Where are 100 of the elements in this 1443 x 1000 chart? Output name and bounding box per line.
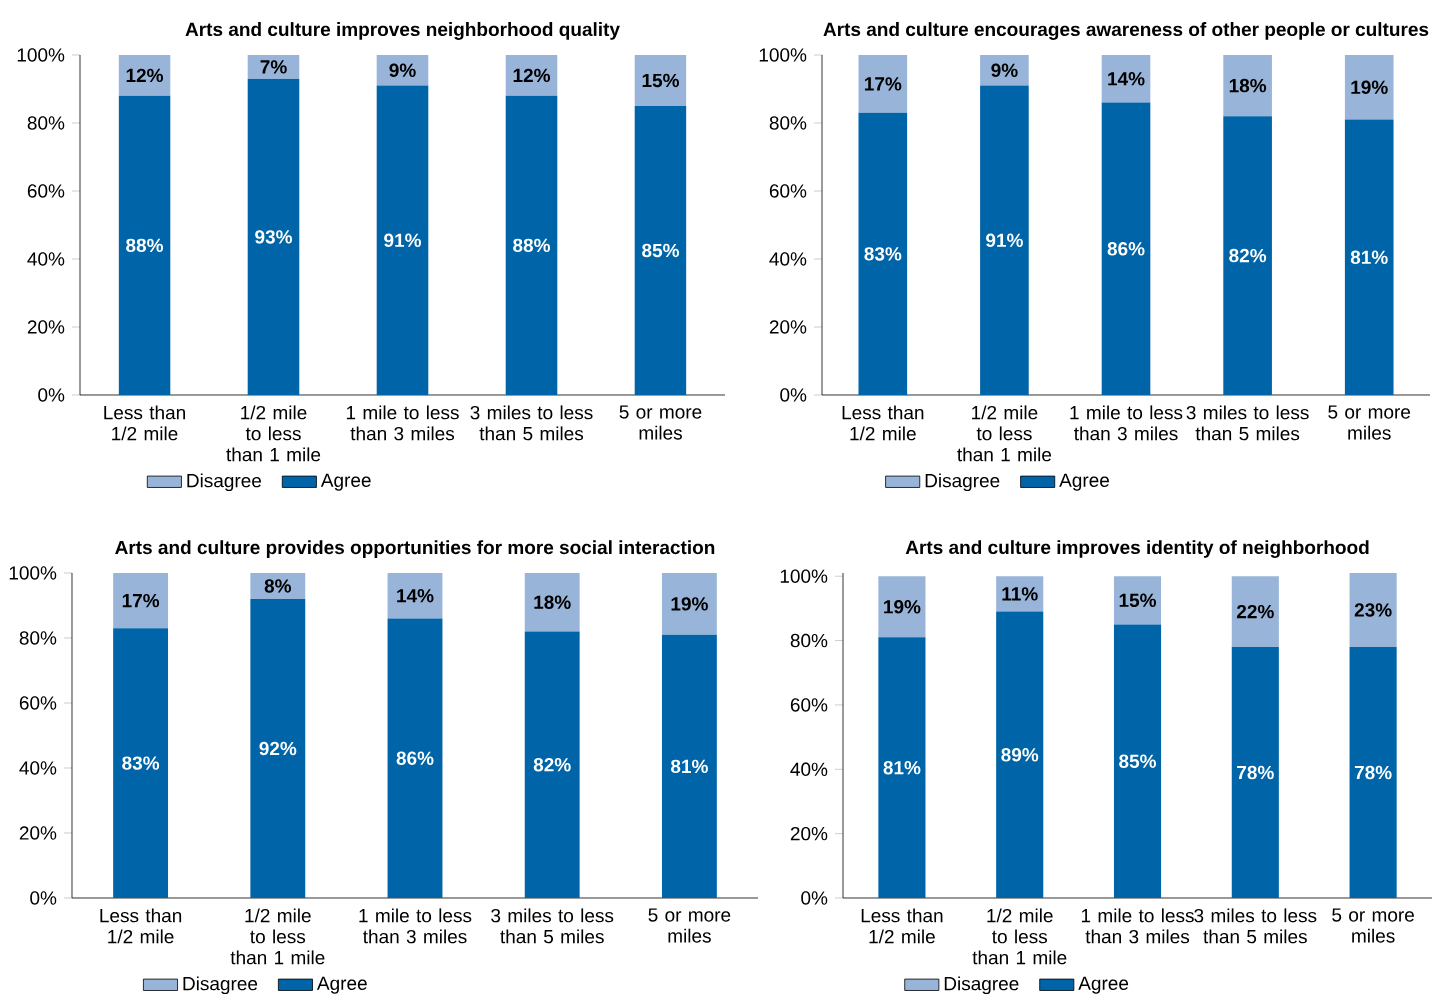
legend-label: Disagree: [925, 473, 1000, 492]
data-label: 17%: [122, 593, 160, 608]
data-label: 86%: [1107, 242, 1145, 256]
x-tick-label: 1 mile to less than 3 miles: [346, 405, 459, 441]
x-tick-label: 3 miles to less than 5 miles: [491, 908, 614, 944]
data-label: 83%: [122, 756, 160, 770]
data-label: 91%: [986, 233, 1023, 248]
bar: [524, 572, 580, 632]
bar: [858, 112, 908, 395]
y-tick-label: 80%: [27, 116, 65, 130]
y-tick-label: 40%: [790, 762, 828, 777]
data-label: 12%: [126, 68, 164, 83]
legend-label: Disagree: [183, 976, 258, 995]
y-tick-label: 40%: [27, 252, 65, 266]
bar: [1101, 102, 1151, 395]
x-tick-label: 5 or more miles: [619, 405, 702, 440]
bar: [524, 631, 580, 898]
data-label: 86%: [396, 751, 434, 765]
data-label: 22%: [1236, 604, 1274, 619]
x-tick-label: 1 mile to less than 3 miles: [1070, 405, 1183, 441]
bar: [661, 572, 717, 635]
bar: [1349, 572, 1397, 648]
bar: [878, 576, 926, 638]
bar: [1349, 647, 1397, 898]
bar: [996, 576, 1044, 612]
x-tick-label: 3 miles to less than 5 miles: [470, 405, 593, 441]
bar: [996, 611, 1044, 898]
data-label: 82%: [1229, 248, 1267, 263]
y-tick-label: 0%: [38, 388, 65, 402]
y-tick-label: 80%: [769, 116, 807, 130]
data-label: 15%: [1119, 593, 1157, 608]
data-label: 78%: [1237, 765, 1274, 780]
data-label: 9%: [991, 63, 1018, 78]
y-tick-label: 60%: [27, 184, 65, 198]
y-tick-label: 0%: [801, 891, 828, 905]
x-tick-label: Less than 1/2 mile: [861, 908, 943, 944]
data-label: 85%: [642, 243, 680, 258]
data-label: 8%: [264, 579, 292, 593]
data-label: 11%: [1002, 587, 1038, 601]
data-label: 9%: [389, 63, 416, 78]
bar: [980, 54, 1029, 86]
bar: [1231, 576, 1279, 648]
data-label: 85%: [1119, 754, 1157, 768]
data-label: 12%: [513, 68, 551, 83]
y-tick-label: 80%: [790, 633, 828, 648]
data-label: 81%: [670, 759, 708, 774]
data-label: 17%: [864, 77, 902, 91]
bar: [1231, 647, 1279, 898]
x-tick-label: 5 or more miles: [1332, 908, 1414, 943]
bar: [980, 85, 1029, 395]
y-tick-label: 0%: [780, 388, 807, 402]
data-label: 23%: [1354, 603, 1392, 617]
bar: [113, 572, 169, 629]
x-tick-label: 1/2 mile to less than 1 mile: [226, 405, 321, 462]
legend-label: Agree: [316, 976, 367, 994]
x-tick-label: 1/2 mile to less than 1 mile: [230, 908, 325, 965]
bar: [634, 54, 687, 106]
x-tick-label: 1 mile to less than 3 miles: [359, 908, 472, 944]
data-label: 88%: [126, 238, 164, 253]
data-label: 81%: [883, 760, 921, 775]
bar: [250, 598, 306, 898]
data-label: 92%: [259, 741, 297, 756]
bar: [505, 95, 558, 395]
y-tick-label: 100%: [759, 48, 807, 62]
y-tick-label: 80%: [19, 631, 57, 645]
y-tick-label: 20%: [19, 826, 57, 840]
chart-title: Arts and culture provides opportunities for more social interaction: [115, 540, 715, 558]
bar: [387, 618, 443, 898]
bar: [1344, 119, 1394, 395]
x-tick-label: 1 mile to less than 3 miles: [1081, 908, 1194, 944]
data-label: 18%: [534, 595, 571, 609]
bar: [118, 95, 171, 395]
x-tick-label: 1/2 mile to less than 1 mile: [972, 908, 1067, 965]
chart-title: Arts and culture encourages awareness of other people or cultures: [823, 22, 1429, 40]
y-tick-label: 60%: [769, 184, 807, 198]
x-tick-label: 5 or more miles: [1328, 405, 1411, 440]
y-tick-label: 40%: [769, 252, 807, 266]
data-label: 93%: [255, 230, 293, 244]
data-label: 18%: [1229, 78, 1267, 93]
data-label: 14%: [397, 589, 434, 603]
x-tick-label: 5 or more miles: [648, 908, 731, 943]
x-tick-label: 3 miles to less than 5 miles: [1194, 908, 1317, 944]
data-label: 19%: [884, 600, 921, 614]
bar: [1223, 54, 1272, 117]
bar: [878, 637, 926, 898]
y-tick-label: 20%: [27, 320, 65, 334]
x-tick-label: 3 miles to less than 5 miles: [1186, 405, 1309, 441]
legend-label: Disagree: [187, 473, 262, 492]
y-tick-label: 60%: [19, 696, 57, 710]
bar: [1223, 116, 1272, 395]
chart-title: Arts and culture improves identity of neighborhood: [905, 540, 1369, 558]
chart-title: Arts and culture improves neighborhood quality: [185, 22, 620, 40]
y-tick-label: 20%: [769, 320, 807, 334]
y-tick-label: 20%: [790, 826, 828, 841]
y-tick-label: 100%: [17, 48, 65, 62]
data-label: 88%: [513, 238, 551, 253]
x-tick-label: Less than 1/2 mile: [842, 405, 924, 441]
data-label: 83%: [864, 247, 902, 261]
data-label: 7%: [260, 60, 287, 74]
data-label: 78%: [1354, 765, 1392, 780]
